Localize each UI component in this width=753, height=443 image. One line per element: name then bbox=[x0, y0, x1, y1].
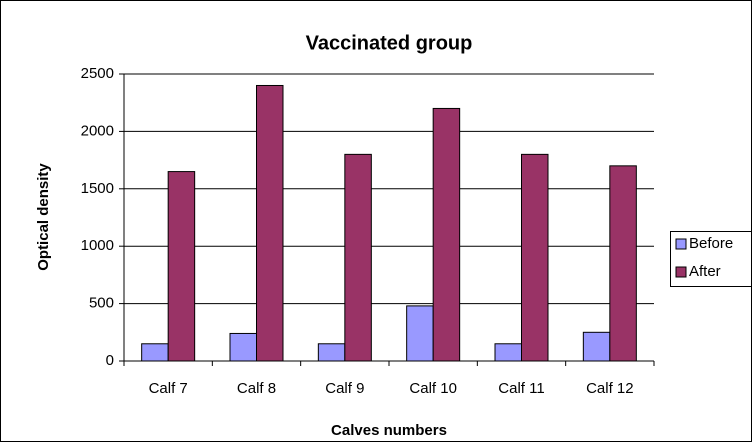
y-tick-label: 2000 bbox=[81, 122, 114, 139]
bar bbox=[432, 107, 461, 362]
y-tick-label: 2500 bbox=[81, 65, 114, 82]
bar bbox=[582, 331, 611, 362]
x-tick-label: Calf 8 bbox=[237, 380, 276, 397]
bar bbox=[229, 332, 257, 362]
legend-swatch bbox=[675, 238, 687, 250]
y-tick-label: 1500 bbox=[81, 180, 114, 197]
bar bbox=[406, 305, 434, 362]
x-tick-label: Calf 9 bbox=[325, 380, 364, 397]
x-tick-label: Calf 7 bbox=[149, 380, 188, 397]
bar bbox=[317, 343, 346, 362]
legend-swatch bbox=[675, 266, 687, 278]
chart-title: Vaccinated group bbox=[306, 32, 473, 54]
x-tick-label: Calf 11 bbox=[498, 380, 544, 397]
legend-label: After bbox=[689, 263, 721, 280]
bar bbox=[256, 84, 284, 362]
bar bbox=[494, 343, 522, 362]
x-axis-title: Calves numbers bbox=[331, 422, 447, 439]
x-tick-label: Calf 10 bbox=[409, 380, 457, 397]
y-tick-label: 500 bbox=[89, 295, 114, 312]
bar bbox=[167, 171, 196, 362]
bar bbox=[609, 165, 637, 362]
bar bbox=[344, 153, 372, 362]
bar bbox=[141, 343, 169, 362]
x-tick-label: Calf 12 bbox=[586, 380, 634, 397]
bar bbox=[521, 153, 549, 362]
y-axis-title: Optical density bbox=[35, 163, 52, 271]
y-tick-label: 1000 bbox=[81, 237, 114, 254]
legend-label: Before bbox=[689, 235, 733, 252]
y-tick-label: 0 bbox=[106, 352, 114, 369]
